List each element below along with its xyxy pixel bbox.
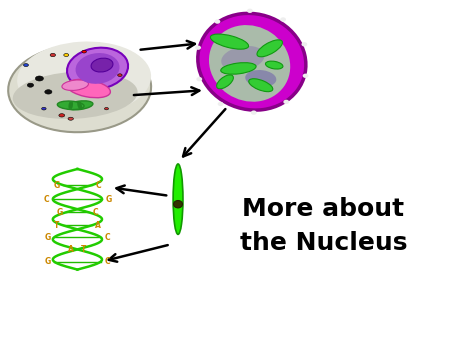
Ellipse shape [77, 102, 80, 109]
Text: C: C [92, 208, 98, 217]
Text: T: T [54, 221, 59, 230]
Ellipse shape [13, 72, 138, 119]
Ellipse shape [62, 80, 89, 91]
Ellipse shape [198, 14, 306, 110]
Ellipse shape [196, 77, 202, 81]
Ellipse shape [50, 53, 55, 57]
Ellipse shape [17, 42, 151, 116]
Ellipse shape [303, 74, 309, 78]
Ellipse shape [23, 64, 28, 67]
Ellipse shape [216, 75, 234, 89]
Ellipse shape [78, 102, 81, 109]
Text: T: T [81, 245, 86, 254]
Ellipse shape [221, 63, 256, 74]
Ellipse shape [42, 107, 46, 110]
Ellipse shape [67, 79, 110, 98]
Ellipse shape [69, 102, 72, 109]
Ellipse shape [82, 50, 86, 53]
Ellipse shape [174, 200, 183, 208]
Ellipse shape [215, 19, 220, 24]
Text: More about: More about [243, 197, 405, 221]
Ellipse shape [64, 53, 69, 56]
Ellipse shape [27, 83, 34, 87]
Ellipse shape [67, 101, 93, 110]
Ellipse shape [247, 9, 253, 13]
Ellipse shape [209, 25, 290, 102]
Ellipse shape [249, 79, 273, 92]
Text: G: G [44, 233, 50, 242]
Ellipse shape [117, 74, 122, 76]
Ellipse shape [284, 100, 289, 104]
Text: G: G [53, 180, 59, 190]
Ellipse shape [79, 102, 82, 109]
Text: the Nucleus: the Nucleus [240, 231, 407, 255]
Ellipse shape [266, 61, 283, 69]
Ellipse shape [59, 114, 65, 117]
Ellipse shape [91, 58, 113, 72]
Text: A: A [68, 245, 74, 254]
Ellipse shape [45, 90, 52, 94]
Ellipse shape [251, 111, 256, 115]
Ellipse shape [76, 53, 120, 84]
Ellipse shape [67, 48, 128, 89]
Ellipse shape [173, 164, 183, 234]
Text: C: C [104, 257, 110, 266]
Text: A: A [95, 221, 101, 230]
Ellipse shape [36, 76, 44, 81]
Ellipse shape [218, 102, 224, 106]
Ellipse shape [57, 101, 84, 110]
Ellipse shape [195, 46, 201, 50]
Ellipse shape [8, 45, 151, 132]
Ellipse shape [221, 46, 265, 71]
Text: G: G [106, 195, 112, 204]
Text: G: G [56, 208, 63, 217]
Ellipse shape [104, 107, 108, 110]
Text: C: C [104, 233, 110, 242]
Ellipse shape [245, 70, 276, 87]
Text: C: C [44, 195, 49, 204]
Ellipse shape [210, 34, 248, 49]
Ellipse shape [257, 40, 283, 57]
Text: G: G [44, 257, 50, 266]
Ellipse shape [68, 117, 73, 120]
Ellipse shape [280, 17, 286, 22]
Ellipse shape [302, 42, 307, 47]
Ellipse shape [68, 102, 71, 109]
Text: C: C [95, 180, 101, 190]
Ellipse shape [71, 102, 73, 109]
